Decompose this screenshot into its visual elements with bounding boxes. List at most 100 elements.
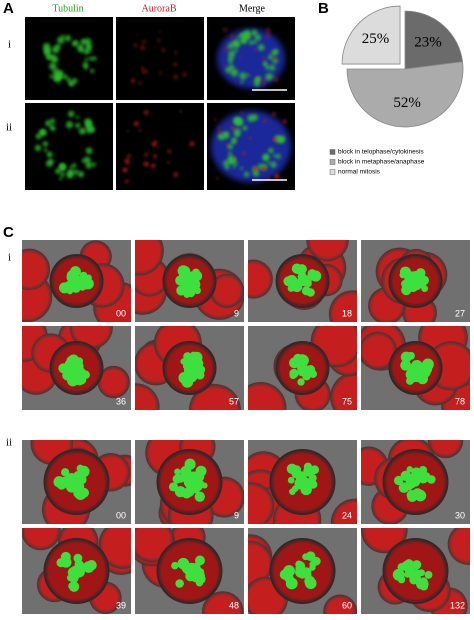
legend-swatch — [329, 159, 336, 165]
chromatin — [291, 278, 300, 287]
blob — [51, 45, 60, 54]
chromatin — [409, 576, 418, 584]
blob — [227, 143, 234, 150]
legend-label: block in telophase/cytokinesis — [338, 149, 424, 156]
blob — [140, 45, 146, 51]
column-header: Tubulin — [52, 3, 83, 14]
blob — [60, 163, 65, 168]
blob — [43, 148, 48, 152]
cell — [248, 542, 271, 585]
micrograph — [25, 103, 113, 190]
chromatin — [195, 479, 205, 489]
chromatin — [419, 582, 429, 591]
blob — [142, 39, 146, 44]
blob — [50, 125, 56, 132]
blob — [219, 134, 223, 138]
panel-label: B — [318, 0, 329, 17]
chromatin — [298, 369, 306, 377]
blob — [59, 176, 63, 180]
blob — [35, 133, 42, 140]
blob — [173, 74, 179, 80]
time-label: 78 — [455, 396, 465, 406]
blob — [224, 47, 230, 52]
chromatin — [279, 569, 291, 580]
blob — [242, 125, 248, 131]
chromatin — [191, 369, 201, 379]
blob — [83, 156, 91, 164]
micrograph — [22, 528, 131, 614]
micrograph — [135, 440, 244, 524]
cell — [361, 333, 395, 368]
blob — [78, 127, 87, 135]
chromatin — [178, 272, 186, 279]
blob — [89, 126, 96, 133]
chromatin — [404, 566, 417, 578]
blob — [57, 36, 65, 44]
chromatin — [76, 568, 84, 577]
blob — [65, 121, 74, 129]
blob — [253, 48, 257, 52]
blob — [55, 168, 62, 175]
blob — [84, 57, 89, 62]
blob — [34, 144, 42, 152]
time-label: 24 — [342, 510, 352, 520]
chromatin — [289, 488, 296, 495]
blob — [174, 50, 178, 55]
micrograph — [25, 17, 113, 100]
chromatin — [184, 486, 195, 497]
blob — [265, 72, 274, 81]
blob — [242, 151, 246, 155]
chromatin — [295, 265, 303, 274]
blob — [67, 169, 75, 176]
blob — [253, 166, 258, 171]
chromatin — [287, 476, 295, 484]
chromatin — [411, 488, 424, 500]
chromatin — [168, 482, 179, 492]
blob — [173, 62, 178, 67]
micrograph — [361, 326, 470, 410]
blob — [50, 55, 59, 64]
cell — [135, 385, 158, 410]
blob — [228, 51, 231, 54]
blob — [233, 128, 242, 136]
blob — [232, 164, 236, 169]
blob — [249, 137, 252, 140]
blob — [86, 43, 91, 48]
blob — [243, 171, 250, 177]
blob — [157, 146, 160, 149]
chromatin — [68, 581, 80, 592]
blob — [138, 81, 142, 85]
blob — [161, 48, 166, 52]
blob — [153, 154, 157, 158]
blob — [265, 65, 270, 70]
image-background — [25, 17, 113, 100]
blob — [233, 117, 241, 125]
time-label: 9 — [234, 510, 239, 520]
legend-swatch — [329, 149, 336, 155]
chromatin — [73, 480, 84, 491]
blob — [39, 129, 47, 137]
chromatin — [186, 573, 195, 582]
blob — [88, 56, 93, 61]
chromatin — [295, 473, 306, 484]
blob — [228, 151, 232, 156]
chromatin — [400, 359, 411, 371]
chromatin — [69, 266, 81, 278]
blob — [224, 164, 230, 170]
blob — [233, 158, 237, 162]
blob — [133, 43, 138, 48]
blob — [253, 80, 261, 87]
chromatin — [283, 276, 294, 287]
blob — [43, 46, 52, 55]
value-label: 23% — [414, 34, 442, 50]
cell — [203, 593, 242, 614]
blob — [92, 56, 97, 61]
blob — [228, 60, 233, 65]
blob — [229, 64, 235, 70]
cell — [332, 374, 357, 410]
blob — [261, 82, 266, 87]
blob — [228, 50, 236, 58]
blob — [224, 132, 229, 137]
cell — [22, 250, 49, 289]
